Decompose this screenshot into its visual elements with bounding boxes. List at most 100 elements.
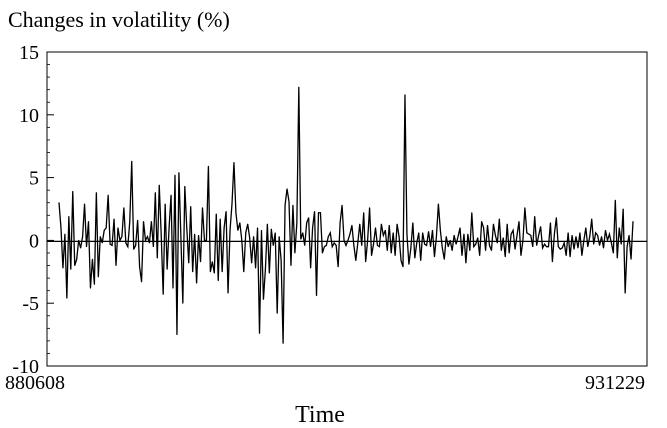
data-point bbox=[166, 268, 168, 270]
data-point bbox=[339, 222, 341, 224]
data-point bbox=[227, 292, 229, 294]
data-point bbox=[532, 246, 534, 248]
data-point bbox=[520, 254, 522, 256]
data-point bbox=[249, 237, 251, 239]
data-point bbox=[569, 256, 571, 258]
data-point bbox=[95, 192, 97, 194]
data-point bbox=[200, 261, 202, 263]
data-point bbox=[508, 252, 510, 254]
data-point bbox=[593, 243, 595, 245]
data-point bbox=[284, 204, 286, 206]
data-point bbox=[60, 227, 62, 229]
data-point bbox=[614, 199, 616, 201]
data-point bbox=[337, 266, 339, 268]
x-tick-label-end: 931229 bbox=[585, 372, 645, 394]
data-point bbox=[64, 233, 66, 235]
data-point bbox=[430, 246, 432, 248]
data-point bbox=[129, 221, 131, 223]
data-point bbox=[343, 239, 345, 241]
data-point bbox=[86, 246, 88, 248]
data-point bbox=[178, 172, 180, 174]
data-point bbox=[327, 236, 329, 238]
data-point bbox=[139, 266, 141, 268]
data-point bbox=[211, 261, 213, 263]
data-point bbox=[622, 208, 624, 210]
data-point bbox=[453, 234, 455, 236]
data-point bbox=[616, 257, 618, 259]
data-point bbox=[251, 262, 253, 264]
data-point bbox=[431, 229, 433, 231]
data-point bbox=[143, 221, 145, 223]
data-point bbox=[544, 243, 546, 245]
data-point bbox=[514, 248, 516, 250]
data-point bbox=[583, 239, 585, 241]
data-point bbox=[162, 293, 164, 295]
data-point bbox=[400, 260, 402, 261]
data-point bbox=[455, 243, 457, 245]
data-point bbox=[610, 242, 612, 244]
data-point bbox=[518, 221, 520, 223]
data-point bbox=[217, 280, 219, 282]
data-point bbox=[392, 232, 394, 234]
data-point bbox=[302, 232, 304, 234]
data-point bbox=[115, 265, 117, 267]
data-point bbox=[465, 262, 467, 264]
data-point bbox=[135, 244, 137, 246]
data-point bbox=[555, 217, 557, 219]
data-point bbox=[373, 243, 375, 245]
data-point bbox=[349, 233, 351, 235]
data-point bbox=[530, 234, 532, 236]
data-point bbox=[152, 246, 154, 248]
data-point bbox=[359, 223, 361, 225]
data-point bbox=[489, 244, 490, 246]
data-point bbox=[553, 233, 555, 235]
data-point bbox=[367, 239, 369, 241]
series-points bbox=[58, 86, 634, 344]
data-point bbox=[148, 242, 150, 244]
data-point bbox=[404, 94, 406, 96]
data-point bbox=[215, 213, 217, 215]
data-point bbox=[237, 229, 239, 231]
data-point bbox=[612, 252, 614, 254]
data-point bbox=[203, 239, 205, 241]
data-point bbox=[190, 205, 192, 207]
data-point bbox=[101, 242, 103, 244]
data-point bbox=[365, 261, 367, 263]
data-point bbox=[380, 223, 382, 225]
data-point bbox=[542, 247, 544, 249]
data-point bbox=[184, 185, 186, 187]
data-point bbox=[304, 244, 306, 246]
data-point bbox=[606, 239, 608, 241]
data-point bbox=[481, 221, 483, 223]
data-point bbox=[441, 247, 443, 249]
data-point bbox=[467, 233, 469, 235]
data-point bbox=[62, 267, 64, 269]
data-point bbox=[68, 216, 70, 218]
data-point bbox=[290, 265, 292, 267]
data-point bbox=[585, 227, 587, 229]
data-point bbox=[534, 216, 536, 218]
data-point bbox=[239, 222, 241, 224]
data-point bbox=[496, 242, 498, 244]
data-point bbox=[424, 243, 426, 245]
data-point bbox=[579, 232, 581, 234]
y-tick-label: 10 bbox=[19, 105, 39, 127]
plot-frame bbox=[46, 51, 648, 367]
data-point bbox=[103, 229, 105, 231]
data-point bbox=[298, 86, 300, 88]
data-point bbox=[276, 312, 278, 314]
data-point bbox=[540, 226, 542, 228]
data-point bbox=[160, 234, 162, 236]
data-point bbox=[414, 257, 416, 259]
data-point bbox=[270, 228, 272, 230]
data-point bbox=[575, 236, 577, 238]
data-point bbox=[443, 258, 445, 260]
data-point bbox=[378, 246, 380, 248]
data-point bbox=[439, 229, 441, 231]
data-point bbox=[296, 222, 298, 224]
data-point bbox=[384, 229, 386, 231]
data-point bbox=[257, 227, 259, 229]
data-point bbox=[565, 254, 567, 256]
data-point bbox=[632, 221, 634, 223]
data-point bbox=[186, 227, 188, 229]
